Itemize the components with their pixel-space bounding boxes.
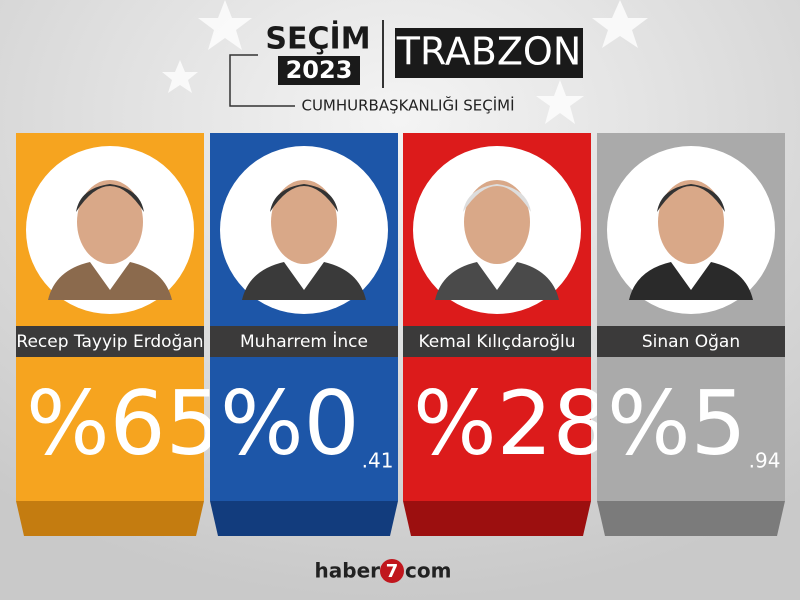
photo-hair [657, 184, 725, 212]
stars [162, 0, 648, 124]
photo-head [464, 180, 530, 264]
percent: %5 [607, 372, 747, 475]
card-base [597, 501, 785, 536]
photo-hair [76, 184, 144, 212]
photo-suit [435, 262, 559, 300]
percent: %0 [220, 372, 360, 475]
logo-badge [380, 559, 404, 583]
photo-head [77, 180, 143, 264]
logo-num: 7 [386, 561, 399, 582]
candidate-name: Muharrem İnce [240, 331, 368, 352]
name-band [210, 326, 398, 357]
card-base [403, 501, 591, 536]
photo-hair [463, 184, 531, 212]
header-subtitle: CUMHURBAŞKANLIĞI SEÇİMİ [301, 96, 514, 115]
header-title: SEÇİM [265, 21, 370, 57]
card-base [210, 501, 398, 536]
logo-end: com [405, 559, 451, 583]
name-band [16, 326, 204, 357]
header-city: TRABZON [396, 30, 582, 74]
bracket [229, 54, 295, 107]
name-band [403, 326, 591, 357]
percent-decimal: .41 [362, 449, 394, 473]
candidate-name: Recep Tayyip Erdoğan [16, 332, 203, 352]
percent-decimal: .94 [749, 449, 781, 473]
card-base [16, 501, 204, 536]
candidate-name: Kemal Kılıçdaroğlu [418, 332, 575, 352]
photo-suit [629, 262, 753, 300]
city-box [395, 28, 583, 78]
photo-head [658, 180, 724, 264]
photo-suit [48, 262, 172, 300]
percent: %65 [26, 372, 222, 475]
photo-head [271, 180, 337, 264]
photo-suit [242, 262, 366, 300]
candidate-name: Sinan Oğan [642, 332, 740, 352]
name-band [597, 326, 785, 357]
logo-main: haber [315, 559, 381, 583]
percent: %28 [413, 372, 609, 475]
photo-hair [270, 184, 338, 212]
year-box [278, 56, 360, 85]
candidates: Recep Tayyip Erdoğan%65.48Muharrem İnce%… [16, 133, 785, 536]
header-year: 2023 [286, 56, 353, 84]
